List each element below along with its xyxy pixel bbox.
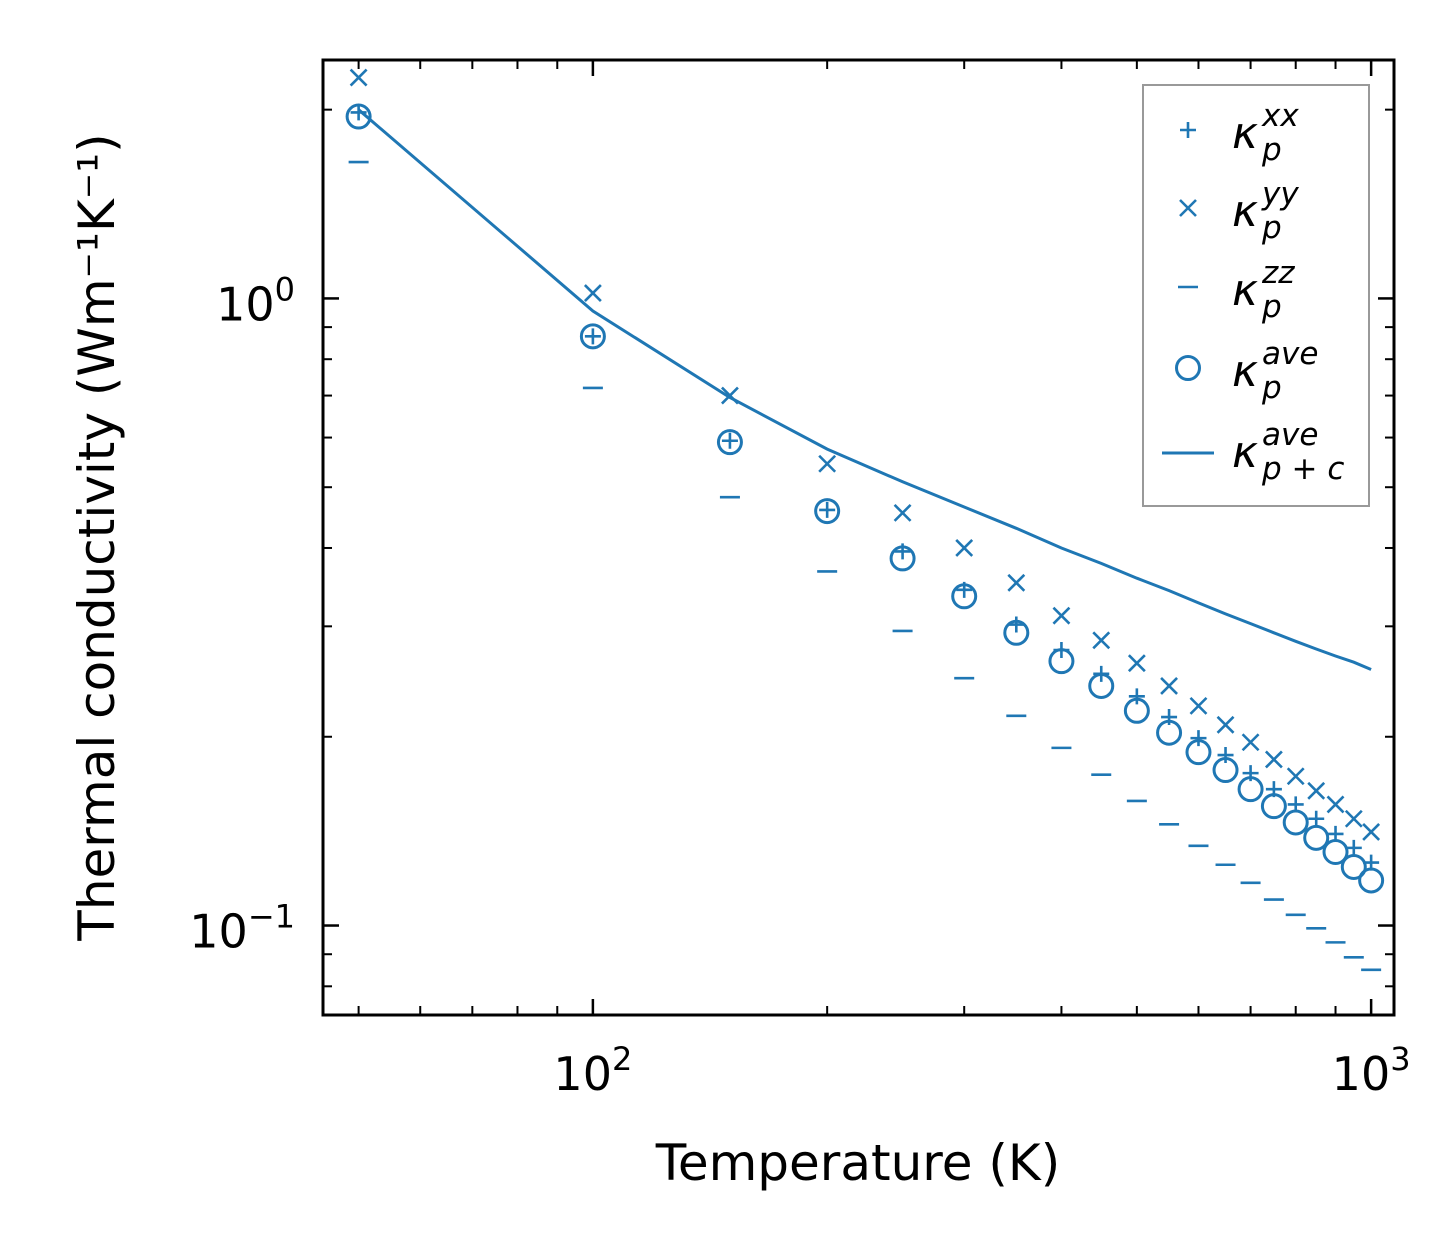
legend-item-kappa_p_yy: κ yyp	[1179, 176, 1299, 246]
data-point	[1003, 619, 1030, 646]
legend-superscript: ave	[1262, 417, 1318, 453]
data-point	[1123, 697, 1150, 724]
axis-ticks: 102 103 10−1 100	[189, 60, 1411, 1101]
legend-subscript: p	[1261, 289, 1282, 325]
legend-label: κ	[1232, 346, 1258, 397]
legend-box	[1142, 84, 1370, 507]
data-point	[584, 328, 601, 345]
y-axis-label: Thermal conductivity (Wm⁻¹K⁻¹)	[68, 133, 126, 941]
data-point	[1260, 793, 1287, 820]
data-point	[1216, 715, 1235, 734]
x-tick-label: 102	[553, 1040, 632, 1101]
legend-label: κ	[1232, 108, 1258, 159]
data-point	[1052, 606, 1071, 625]
legend-marker-icon	[1179, 199, 1197, 217]
data-point	[1189, 696, 1208, 715]
legend-superscript: xx	[1261, 98, 1299, 134]
legend-label: κ	[1232, 265, 1258, 316]
data-point	[1345, 839, 1362, 856]
data-point	[345, 103, 372, 130]
legend-marker-icon	[1175, 355, 1201, 381]
legend-subscript: p	[1261, 210, 1282, 246]
data-point	[955, 539, 974, 557]
data-point	[1286, 767, 1305, 786]
legend-subscript: p + c	[1261, 451, 1344, 487]
data-point	[721, 432, 738, 449]
data-point	[1362, 823, 1381, 841]
data-point	[1326, 795, 1345, 814]
data-point	[716, 429, 743, 456]
data-point	[1127, 654, 1146, 673]
data-point	[1241, 733, 1260, 752]
series-kappa_p_ave	[345, 103, 1385, 894]
data-point	[1237, 776, 1264, 803]
data-point	[889, 545, 916, 572]
legend-item-kappa_p_xx: κ xxp	[1180, 98, 1299, 168]
legend-superscript: ave	[1262, 336, 1318, 372]
legend-superscript: zz	[1261, 255, 1295, 291]
series-line	[357, 108, 1372, 671]
data-point	[1092, 631, 1111, 650]
data-point	[893, 503, 912, 522]
legend-label: κ	[1232, 186, 1258, 237]
legend-subscript: p	[1261, 132, 1282, 168]
data-point	[1282, 809, 1309, 836]
data-point	[819, 501, 836, 518]
data-point	[579, 323, 606, 350]
data-point	[1344, 809, 1363, 828]
data-point	[1190, 730, 1207, 747]
data-point	[1088, 672, 1115, 699]
data-point	[1308, 810, 1325, 827]
series-kappa_p_zz	[348, 160, 1382, 972]
data-point	[1008, 616, 1025, 633]
data-point	[1128, 688, 1145, 705]
legend-subscript: p	[1261, 370, 1282, 406]
data-point	[818, 454, 837, 473]
data-point	[1358, 867, 1385, 894]
plot-area	[345, 68, 1385, 972]
plot-frame	[321, 58, 1396, 1017]
y-tick-label: 10−1	[189, 898, 295, 959]
data-point	[1156, 719, 1183, 746]
legend-marker-icon	[1180, 122, 1196, 138]
data-point	[1307, 781, 1326, 800]
data-point	[1007, 573, 1026, 592]
data-point	[1217, 747, 1234, 764]
legend-item-kappa_p_zz: κ zzp	[1178, 255, 1295, 325]
data-point	[1160, 677, 1178, 695]
x-axis-label: Temperature (K)	[655, 1134, 1060, 1192]
data-point	[1264, 750, 1283, 769]
legend-superscript: yy	[1261, 176, 1299, 212]
data-point	[951, 583, 978, 610]
data-point	[1322, 838, 1349, 865]
data-point	[1303, 824, 1330, 851]
data-point	[349, 68, 368, 87]
legend-label: κ	[1232, 427, 1258, 478]
data-point	[583, 284, 602, 302]
data-point	[1185, 739, 1212, 766]
y-tick-label: 100	[216, 270, 295, 331]
data-point	[1340, 853, 1367, 880]
data-point	[1212, 757, 1239, 784]
x-tick-label: 103	[1332, 1040, 1411, 1101]
data-point	[1048, 648, 1075, 675]
data-point	[814, 498, 841, 525]
series-kappa_p+c_ave	[357, 108, 1372, 671]
